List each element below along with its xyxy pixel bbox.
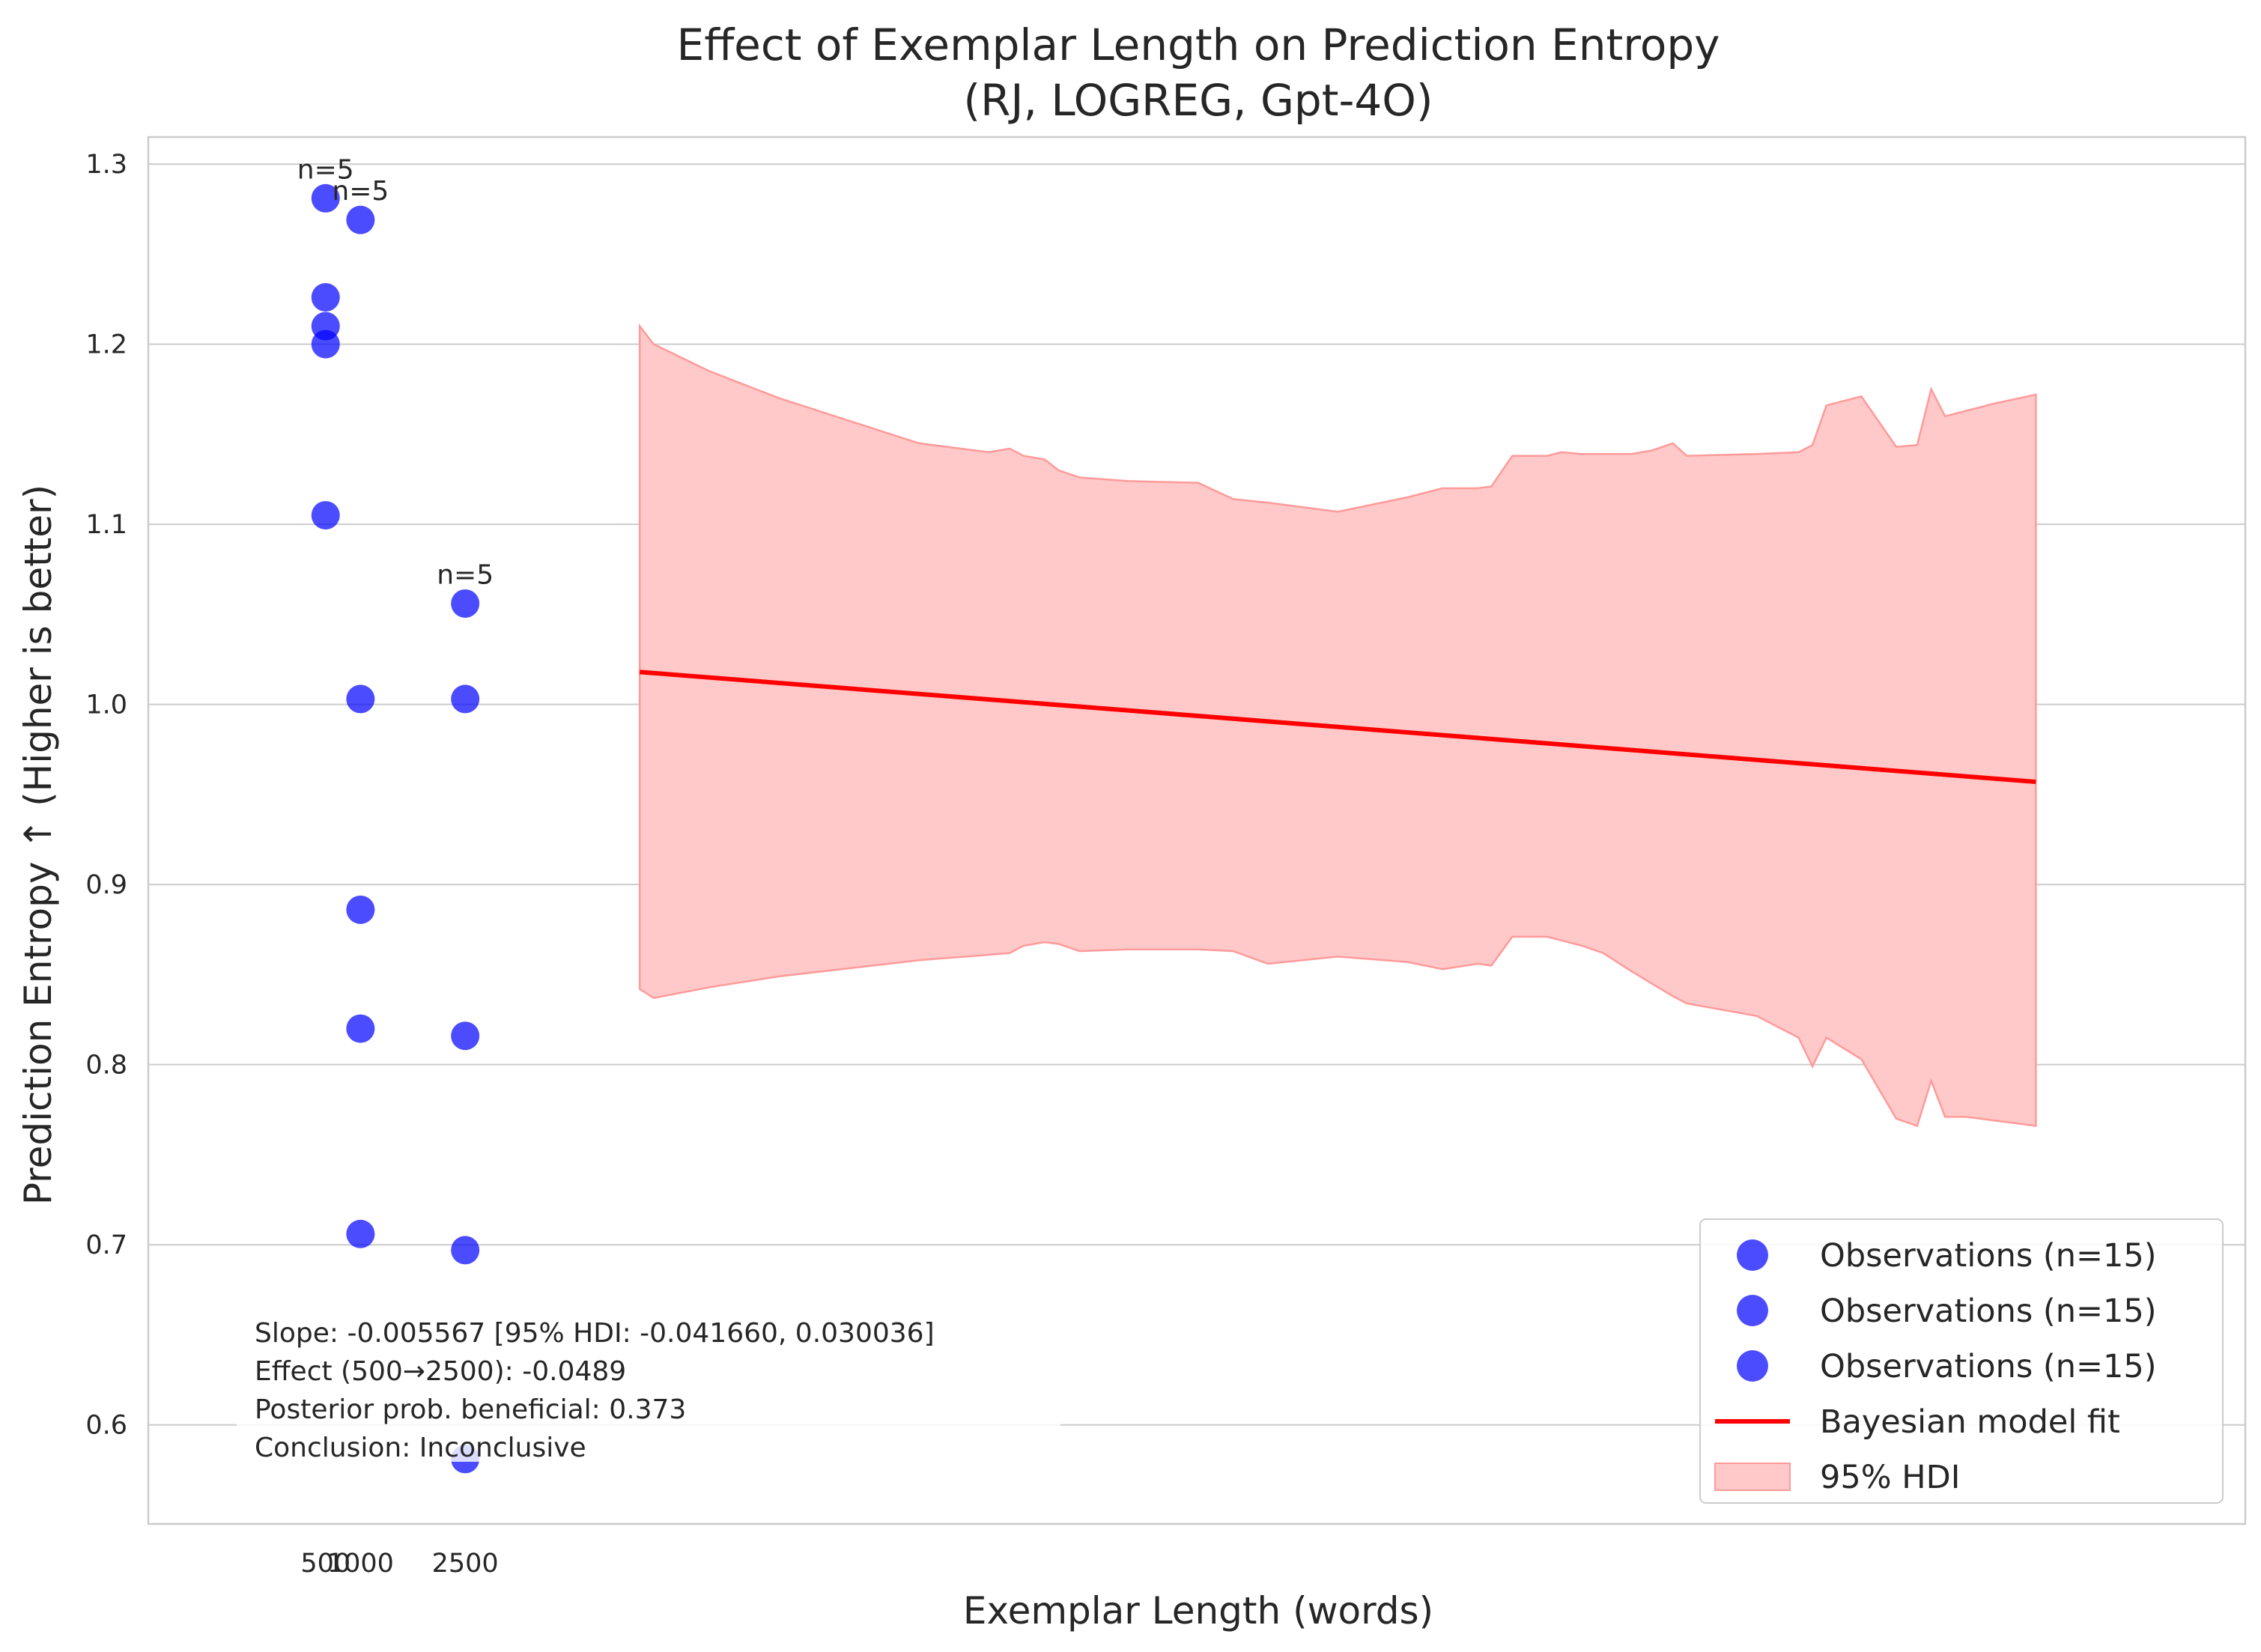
observation-point <box>346 1219 375 1248</box>
y-tick-labels: 0.6 0.7 0.8 0.9 1.0 1.1 1.2 1.3 <box>85 150 127 1441</box>
fit-line-segment <box>639 669 2036 785</box>
count-annotation: n=5 <box>297 154 354 185</box>
observation-point <box>451 589 480 618</box>
chart-title-line2: (RJ, LOGREG, Gpt-4O) <box>963 75 1433 126</box>
observation-point <box>451 1021 480 1051</box>
legend-marker-observations <box>1737 1350 1768 1382</box>
legend-marker-hdi <box>1714 1463 1791 1491</box>
fit-line <box>639 669 2036 785</box>
observation-point <box>311 501 340 530</box>
x-tick-label: 2500 <box>432 1549 499 1579</box>
observation-point <box>346 895 375 924</box>
legend-marker-observations <box>1737 1295 1768 1326</box>
count-annotations: n=5n=5n=5 <box>297 154 494 590</box>
observation-point <box>311 330 340 359</box>
x-tick-label: 1000 <box>327 1549 394 1579</box>
observation-point <box>451 1236 480 1265</box>
y-tick-label: 1.0 <box>85 690 127 720</box>
legend-frame <box>1699 1218 2224 1504</box>
y-tick-label: 0.8 <box>85 1051 127 1081</box>
y-tick-label: 0.6 <box>85 1411 127 1441</box>
stats-line: Effect (500→2500): -0.0489 <box>255 1356 626 1387</box>
x-tick-label: 500 <box>300 1549 350 1579</box>
y-tick-label: 1.2 <box>85 330 127 360</box>
observation-point <box>311 183 340 213</box>
observation-point <box>346 1014 375 1043</box>
count-annotation: n=5 <box>437 559 494 590</box>
y-tick-label: 1.1 <box>85 510 127 540</box>
legend-label: Observations (n=15) <box>1820 1293 2156 1330</box>
legend: Observations (n=15) Observations (n=15) Ob… <box>1699 1218 2224 1504</box>
legend-label: 95% HDI <box>1820 1459 1960 1496</box>
observation-point <box>346 205 375 234</box>
plot-frame <box>147 136 2247 1525</box>
stats-line: Conclusion: Inconclusive <box>255 1433 586 1463</box>
x-axis-label: Exemplar Length (words) <box>963 1589 1433 1633</box>
legend-marker-observations <box>1737 1239 1768 1271</box>
legend-label: Observations (n=15) <box>1820 1348 2156 1385</box>
stats-line: Posterior prob. beneficial: 0.373 <box>255 1394 686 1425</box>
observation-point <box>311 283 340 312</box>
chart-title-line1: Effect of Exemplar Length on Prediction … <box>677 19 1720 70</box>
legend-label: Observations (n=15) <box>1820 1237 2156 1275</box>
y-tick-label: 1.3 <box>85 150 127 180</box>
observation-point <box>346 684 375 714</box>
y-tick-label: 0.7 <box>85 1230 127 1260</box>
legend-label: Bayesian model fit <box>1820 1403 2120 1441</box>
stats-box: Slope: -0.005567 [95% HDI: -0.041660, 0.… <box>237 1309 1060 1463</box>
observation-points <box>311 183 480 1474</box>
stats-box-background <box>237 1309 1060 1462</box>
observation-point <box>451 684 480 714</box>
stats-line: Slope: -0.005567 [95% HDI: -0.041660, 0.… <box>255 1318 935 1349</box>
y-tick-label: 0.9 <box>85 870 127 900</box>
count-annotation: n=5 <box>332 176 389 207</box>
y-axis-label: Prediction Entropy ↑ (Higher is better) <box>16 485 60 1205</box>
